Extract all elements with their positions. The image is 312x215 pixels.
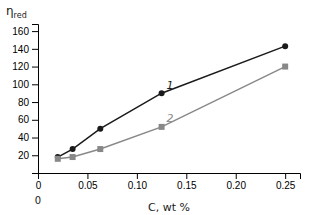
y-axis: 20 40 60 80 100 120 140 160 bbox=[12, 25, 38, 174]
tick-mark bbox=[137, 173, 138, 179]
marker bbox=[97, 126, 103, 132]
tick-label: 0.10 bbox=[128, 180, 148, 191]
marker bbox=[70, 146, 76, 152]
tick-mark bbox=[32, 31, 38, 32]
marks bbox=[55, 43, 288, 162]
x-axis-line bbox=[39, 174, 301, 180]
tick: 0.25 bbox=[276, 173, 296, 191]
tick: 140 bbox=[12, 44, 38, 55]
tick: 0.15 bbox=[177, 173, 197, 191]
tick-mark bbox=[186, 173, 187, 179]
tick: 120 bbox=[12, 61, 38, 72]
tick: 160 bbox=[12, 26, 38, 37]
y-axis-title-main: η bbox=[6, 4, 14, 18]
tick-label: 40 bbox=[18, 132, 30, 143]
tick: 0.10 bbox=[128, 173, 148, 191]
series-markers bbox=[55, 64, 288, 162]
marker bbox=[282, 64, 288, 70]
tick-label: 100 bbox=[12, 79, 29, 90]
tick-label: 0.05 bbox=[78, 180, 98, 191]
tick-mark bbox=[32, 120, 38, 121]
tick-label: 0.20 bbox=[227, 180, 247, 191]
annotation: 0 bbox=[35, 195, 41, 206]
tick-mark bbox=[236, 173, 237, 179]
y-axis-line bbox=[32, 25, 39, 174]
tick-label: 0.25 bbox=[276, 180, 296, 191]
marker bbox=[55, 156, 61, 162]
marker bbox=[282, 43, 288, 49]
tick-label: 20 bbox=[18, 150, 30, 161]
tick: 0.05 bbox=[78, 173, 98, 191]
tick: 80 bbox=[18, 97, 38, 108]
tick-mark bbox=[87, 173, 88, 179]
chart: 00.050.100.150.200.252040608010012014016… bbox=[0, 0, 312, 215]
tick: 0 bbox=[36, 173, 42, 191]
x-axis: 0 0.05 0.10 0.15 0.20 0.25 bbox=[36, 173, 301, 191]
series-markers bbox=[55, 43, 288, 160]
plot: 00.050.100.150.200.252040608010012014016… bbox=[12, 25, 300, 207]
tick: 100 bbox=[12, 79, 38, 90]
y-axis-title: ηred bbox=[6, 4, 27, 20]
tick: 20 bbox=[18, 150, 38, 161]
y-axis-title-subscript: red bbox=[14, 11, 27, 20]
tick-label: 140 bbox=[12, 44, 29, 55]
tick-mark bbox=[32, 102, 38, 103]
marker bbox=[97, 146, 103, 152]
tick-mark bbox=[32, 84, 38, 85]
tick: 0.20 bbox=[227, 173, 247, 191]
tick: 40 bbox=[18, 132, 38, 143]
tick-mark bbox=[32, 67, 38, 68]
tick: 60 bbox=[18, 114, 38, 125]
tick-label: 0.15 bbox=[177, 180, 197, 191]
tick-label: 80 bbox=[18, 97, 30, 108]
annotation: 2 bbox=[167, 112, 174, 125]
tick-label: 0 bbox=[36, 180, 42, 191]
series-line bbox=[58, 67, 285, 159]
x-axis-title: C, wt % bbox=[148, 201, 190, 214]
marker bbox=[70, 154, 76, 160]
series-line bbox=[58, 46, 285, 157]
tick-mark bbox=[32, 138, 38, 139]
tick-label: 160 bbox=[12, 26, 29, 37]
tick-mark bbox=[32, 155, 38, 156]
tick-label: 60 bbox=[18, 114, 30, 125]
tick-mark bbox=[32, 49, 38, 50]
annotation: 1 bbox=[167, 79, 174, 92]
marker bbox=[159, 90, 165, 96]
tick-mark bbox=[285, 173, 286, 179]
tick-label: 120 bbox=[12, 61, 29, 72]
marker bbox=[159, 124, 165, 130]
